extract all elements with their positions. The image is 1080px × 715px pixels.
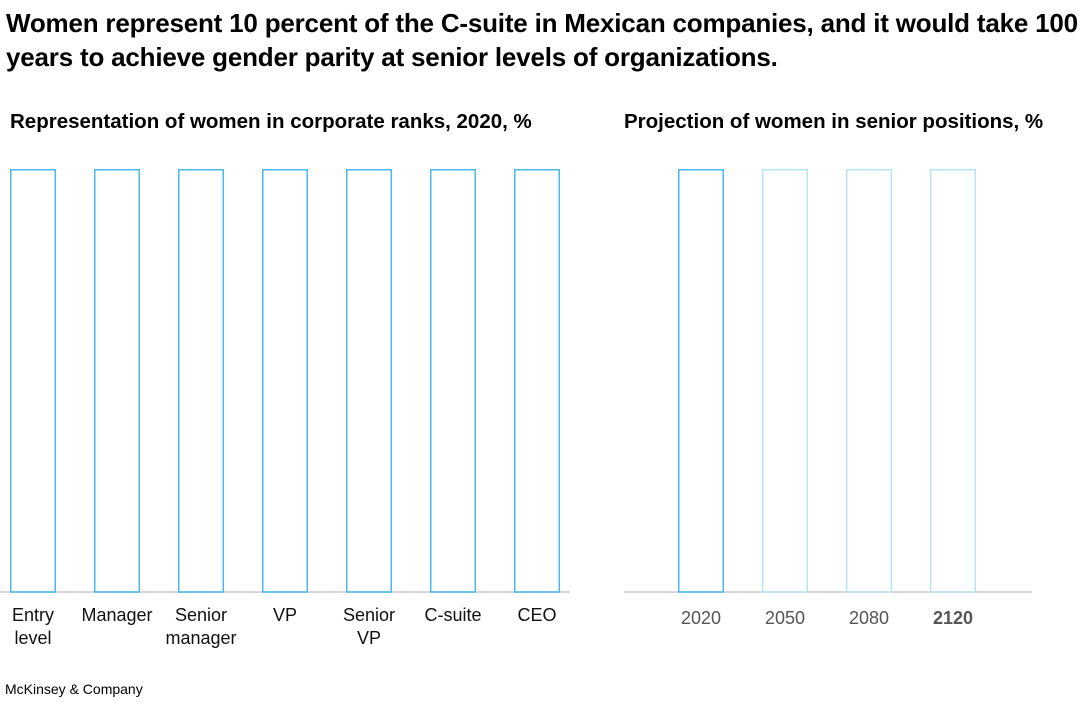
footer-logo-text: McKinsey & Company <box>5 681 143 697</box>
category-label: VP <box>273 605 297 625</box>
bar-2050 <box>762 169 808 593</box>
left-chart-title: Representation of women in corporate ran… <box>10 110 532 133</box>
bar-c-suite <box>430 169 476 593</box>
bar-entry-level <box>10 169 56 593</box>
bar-vp <box>262 169 308 593</box>
category-label: Senior <box>343 605 395 625</box>
category-label: CEO <box>517 605 556 625</box>
year-label: 2080 <box>849 608 889 628</box>
bar-ceo <box>514 169 560 593</box>
category-label: level <box>14 628 51 648</box>
year-label: 2020 <box>681 608 721 628</box>
year-label: 2050 <box>765 608 805 628</box>
bar-manager <box>94 169 140 593</box>
bar-2020 <box>678 169 724 593</box>
bar-2120 <box>930 169 976 593</box>
year-label: 2120 <box>933 608 973 628</box>
bar-2080 <box>846 169 892 593</box>
bar-senior-manager <box>178 169 224 593</box>
category-label: manager <box>165 628 236 648</box>
right-chart-title: Projection of women in senior positions,… <box>624 110 1044 133</box>
category-label: Senior <box>175 605 227 625</box>
category-label: Manager <box>81 605 152 625</box>
chart-title: Women represent 10 percent of the C-suit… <box>6 8 1078 72</box>
category-label: Entry <box>12 605 54 625</box>
category-label: C-suite <box>424 605 481 625</box>
bar-senior-vp <box>346 169 392 593</box>
category-label: VP <box>357 628 381 648</box>
